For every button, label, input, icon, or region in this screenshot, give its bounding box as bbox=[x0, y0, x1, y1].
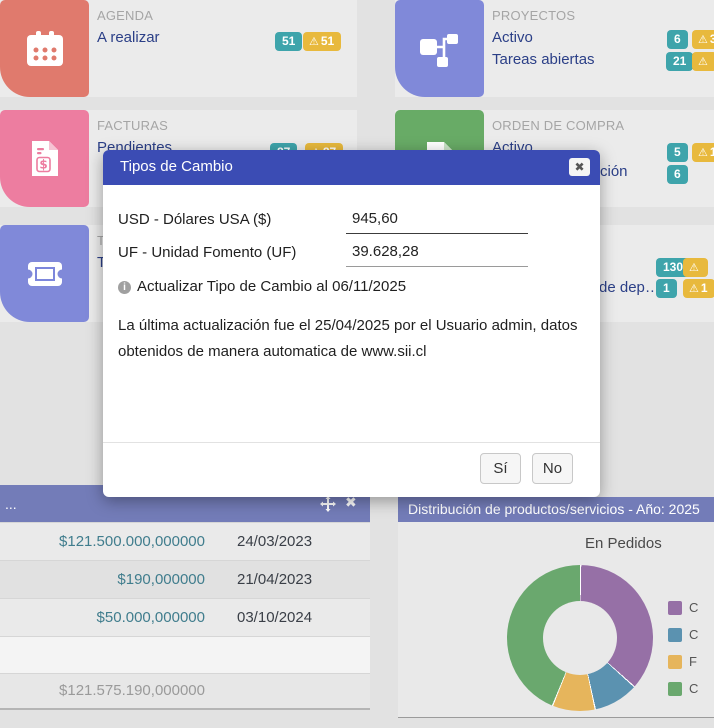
chart-widget: Distribución de productos/servicios - Añ… bbox=[398, 497, 714, 718]
card-title-orden-de-compra: ORDEN DE COMPRA bbox=[492, 118, 625, 133]
proyectos-tareas-warning-badge[interactable]: ⚠ bbox=[692, 52, 714, 71]
card-title-agenda: AGENDA bbox=[97, 8, 154, 23]
move-icon[interactable] bbox=[320, 496, 336, 517]
warning-icon: ⚠ bbox=[698, 147, 708, 159]
legend-label: F bbox=[689, 654, 697, 669]
usd-input[interactable] bbox=[346, 207, 528, 234]
table-row: $190,000000 21/04/2023 bbox=[0, 560, 370, 598]
chart-widget-title: Distribución de productos/servicios - Añ… bbox=[408, 501, 700, 517]
amount-link[interactable]: $50.000,000000 bbox=[96, 609, 205, 626]
warning-icon: ⚠ bbox=[309, 36, 319, 48]
close-icon[interactable]: ✖ bbox=[569, 158, 590, 176]
warning-icon: ⚠ bbox=[698, 34, 708, 46]
date-cell: 24/03/2023 bbox=[237, 533, 313, 550]
warning-icon: ⚠ bbox=[689, 283, 699, 295]
orden-activo-warning-count: 1 bbox=[709, 145, 714, 159]
donut-chart[interactable] bbox=[507, 565, 653, 711]
update-exchange-rate-action[interactable]: i Actualizar Tipo de Cambio al 06/11/2025 bbox=[118, 278, 406, 295]
tipos-de-cambio-dialog: Tipos de Cambio ✖ USD - Dólares USA ($) … bbox=[103, 150, 600, 497]
yes-button[interactable]: Sí bbox=[480, 453, 521, 484]
partial-right-row2-count-badge[interactable]: 1 bbox=[656, 279, 677, 298]
amount-link[interactable]: $121.500.000,000000 bbox=[59, 533, 205, 550]
table-widget: ... ✖ $121.500.000,000000 24/03/2023 $19… bbox=[0, 485, 370, 710]
orden-activo-count-badge[interactable]: 5 bbox=[667, 143, 688, 162]
legend-item[interactable]: C bbox=[668, 675, 698, 702]
dialog-footer: Sí No bbox=[103, 442, 600, 497]
tickets-link[interactable]: T bbox=[97, 254, 107, 271]
uf-input[interactable] bbox=[346, 240, 528, 267]
calendar-icon bbox=[0, 0, 89, 97]
amount-link[interactable]: $190,000000 bbox=[117, 571, 205, 588]
table-widget-title: ... bbox=[5, 496, 17, 512]
legend-item[interactable]: C bbox=[668, 594, 698, 621]
partial-right-row2-warning-badge[interactable]: ⚠ 1 bbox=[683, 279, 714, 298]
invoice-icon: $ bbox=[0, 110, 89, 207]
ticket-icon bbox=[0, 225, 89, 322]
card-title-proyectos: PROYECTOS bbox=[492, 8, 576, 23]
card-proyectos: PROYECTOS Activo 6 ⚠ 3 Tareas abiertas 21… bbox=[395, 0, 714, 97]
proyectos-activo-warning-badge[interactable]: ⚠ 3 bbox=[692, 30, 714, 49]
orden-recepcion-link[interactable]: ción bbox=[600, 163, 628, 180]
proyectos-activo-count-badge[interactable]: 6 bbox=[667, 30, 688, 49]
total-amount: $121.575.190,000000 bbox=[59, 682, 205, 699]
proyectos-activo-warning-count: 3 bbox=[709, 32, 714, 46]
table-row: $121.500.000,000000 24/03/2023 bbox=[0, 522, 370, 560]
partial-right-link[interactable]: de dep… bbox=[599, 279, 660, 296]
card-agenda: AGENDA A realizar 51 ⚠ 51 bbox=[0, 0, 357, 97]
table-row: $50.000,000000 03/10/2024 bbox=[0, 598, 370, 636]
chart-legend: C C F C bbox=[668, 594, 698, 702]
legend-swatch bbox=[668, 681, 682, 696]
no-button[interactable]: No bbox=[532, 453, 573, 484]
info-icon: i bbox=[118, 281, 131, 294]
legend-label: C bbox=[689, 600, 699, 615]
card-title-tickets: T bbox=[97, 233, 106, 248]
legend-item[interactable]: F bbox=[668, 648, 698, 675]
legend-label: C bbox=[689, 681, 699, 696]
partial-right-row2-warning-count: 1 bbox=[700, 281, 708, 295]
agenda-count-badge[interactable]: 51 bbox=[275, 32, 303, 51]
warning-icon: ⚠ bbox=[689, 262, 699, 274]
chart-subtitle: En Pedidos bbox=[585, 535, 662, 552]
dialog-title: Tipos de Cambio bbox=[120, 158, 233, 175]
partial-right-row1-warning-badge[interactable]: ⚠ bbox=[683, 258, 708, 277]
proyectos-activo-link[interactable]: Activo bbox=[492, 29, 533, 46]
warning-icon: ⚠ bbox=[698, 56, 708, 68]
last-update-note: La última actualización fue el 25/04/202… bbox=[118, 317, 578, 360]
table-total-row: $121.575.190,000000 bbox=[0, 673, 370, 710]
proyectos-tareas-count-badge[interactable]: 21 bbox=[666, 52, 694, 71]
table-row-empty bbox=[0, 636, 370, 673]
dialog-header: Tipos de Cambio ✖ bbox=[103, 150, 600, 185]
card-title-facturas: FACTURAS bbox=[97, 118, 168, 133]
usd-field-label: USD - Dólares USA ($) bbox=[118, 211, 272, 228]
proyectos-tareas-link[interactable]: Tareas abiertas bbox=[492, 51, 595, 68]
agenda-warning-count: 51 bbox=[320, 34, 335, 48]
partial-right-row1-count-badge[interactable]: 130 bbox=[656, 258, 691, 277]
chart-widget-body: En Pedidos C C F C bbox=[398, 522, 714, 718]
legend-item[interactable]: C bbox=[668, 621, 698, 648]
legend-swatch bbox=[668, 600, 682, 615]
donut-hole bbox=[543, 601, 617, 675]
agenda-link[interactable]: A realizar bbox=[97, 29, 160, 46]
chart-widget-header: Distribución de productos/servicios - Añ… bbox=[398, 497, 714, 522]
orden-recepcion-count-badge[interactable]: 6 bbox=[667, 165, 688, 184]
legend-label: C bbox=[689, 627, 699, 642]
svg-text:$: $ bbox=[39, 158, 47, 172]
legend-swatch bbox=[668, 654, 682, 669]
date-cell: 21/04/2023 bbox=[237, 571, 313, 588]
orden-activo-warning-badge[interactable]: ⚠ 1 bbox=[692, 143, 714, 162]
uf-field-label: UF - Unidad Fomento (UF) bbox=[118, 244, 297, 261]
date-cell: 03/10/2024 bbox=[237, 609, 313, 626]
close-icon[interactable]: ✖ bbox=[345, 494, 357, 510]
agenda-warning-badge[interactable]: ⚠ 51 bbox=[303, 32, 342, 51]
legend-swatch bbox=[668, 627, 682, 642]
update-exchange-rate-text: Actualizar Tipo de Cambio al 06/11/2025 bbox=[137, 278, 407, 295]
sitemap-icon bbox=[395, 0, 484, 97]
